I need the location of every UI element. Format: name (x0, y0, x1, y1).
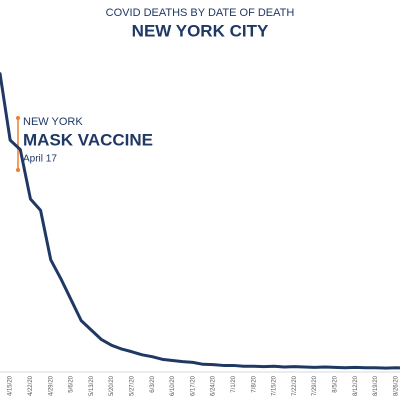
x-tick-label: 7/29/20 (312, 375, 318, 396)
x-tick-label: 7/1/20 (231, 375, 237, 392)
annotation-dot (16, 168, 20, 172)
x-tick-label: 8/12/20 (353, 375, 359, 396)
x-tick-label: 4/22/20 (28, 375, 34, 396)
x-tick-label: 5/20/20 (109, 375, 115, 396)
x-tick-label: 6/3/20 (150, 375, 156, 392)
annotation-kicker: NEW YORK (23, 116, 83, 128)
x-tick-label: 7/22/20 (292, 375, 298, 396)
x-tick-label: 8/5/20 (333, 375, 339, 392)
x-tick-label: 6/17/20 (190, 375, 196, 396)
x-tick-label: 4/29/20 (48, 375, 54, 396)
annotation-headline: MASK VACCINE (23, 130, 153, 149)
x-tick-label: 5/27/20 (130, 375, 136, 396)
x-tick-label: 6/10/20 (170, 375, 176, 396)
annotation-date: April 17 (23, 154, 57, 165)
x-tick-label: 8/19/20 (373, 375, 379, 396)
data-line (0, 72, 400, 370)
x-tick-label: 5/13/20 (89, 375, 95, 396)
chart-title: COVID DEATHS BY DATE OF DEATH (106, 7, 295, 19)
x-tick-label: 8/26/20 (393, 375, 399, 396)
annotation-dot (16, 116, 20, 120)
x-tick-label: 6/24/20 (211, 375, 217, 396)
x-tick-label: 5/6/20 (69, 375, 75, 392)
chart-subtitle: NEW YORK CITY (132, 21, 269, 40)
x-tick-label: 4/15/20 (8, 375, 14, 396)
x-tick-label: 7/15/20 (272, 375, 278, 396)
x-tick-label: 7/8/20 (251, 375, 257, 392)
